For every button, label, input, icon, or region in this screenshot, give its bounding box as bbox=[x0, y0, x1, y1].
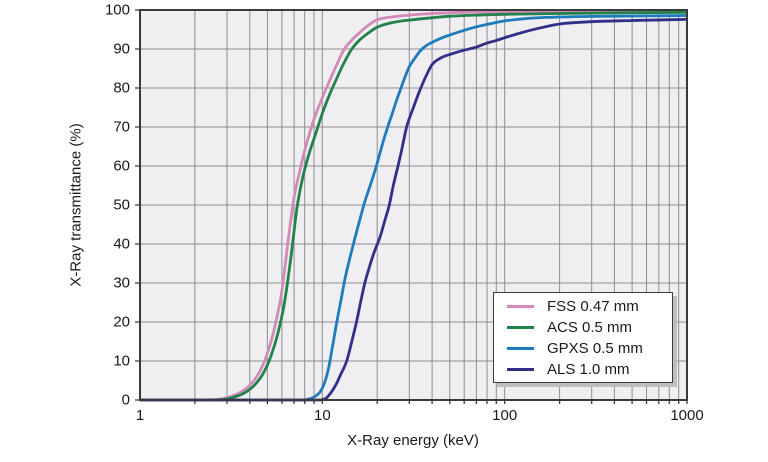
y-tick-label: 0 bbox=[121, 391, 130, 409]
curve-fss-0-47-mm bbox=[140, 9, 687, 402]
legend-label: ALS 1.0 mm bbox=[547, 360, 630, 378]
x-tick-label: 1 bbox=[135, 407, 145, 424]
y-tick-label: 40 bbox=[113, 235, 130, 253]
legend-label: FSS 0.47 mm bbox=[547, 297, 639, 315]
legend-item: ACS 0.5 mm bbox=[507, 317, 672, 338]
legend-item: FSS 0.47 mm bbox=[507, 296, 672, 317]
gridlines bbox=[140, 10, 688, 400]
curve-gpxs-0-5-mm bbox=[140, 14, 687, 402]
y-tick-label: 30 bbox=[113, 274, 130, 292]
legend-swatch-icon bbox=[507, 346, 534, 350]
legend-item: GPXS 0.5 mm bbox=[507, 338, 672, 359]
legend-swatch-icon bbox=[507, 367, 534, 371]
y-tick-label: 50 bbox=[113, 196, 130, 214]
legend-label: ACS 0.5 mm bbox=[547, 318, 633, 336]
y-axis-title: X-Ray transmittance (%) bbox=[67, 123, 85, 287]
y-tick-label: 20 bbox=[113, 313, 130, 331]
y-tick-label: 10 bbox=[113, 352, 130, 370]
x-tick-label: 100 bbox=[492, 407, 518, 424]
curve-als-1-0-mm bbox=[140, 18, 687, 402]
curve-acs-0-5-mm bbox=[140, 10, 687, 402]
x-axis-title: X-Ray energy (keV) bbox=[347, 432, 479, 449]
legend-swatch-icon bbox=[507, 325, 534, 329]
y-tick-label: 80 bbox=[113, 79, 130, 97]
axis-ticks bbox=[135, 9, 688, 404]
y-tick-label: 60 bbox=[113, 157, 130, 175]
y-tick-label: 90 bbox=[113, 40, 130, 58]
legend-label: GPXS 0.5 mm bbox=[547, 339, 643, 357]
y-tick-label: 70 bbox=[113, 118, 130, 136]
x-tick-label: 10 bbox=[313, 407, 331, 424]
legend: FSS 0.47 mm ACS 0.5 mm GPXS 0.5 mm ALS 1.0 … bbox=[493, 292, 673, 383]
x-tick-label: 1000 bbox=[670, 407, 704, 424]
legend-item: ALS 1.0 mm bbox=[507, 359, 672, 380]
legend-swatch-icon bbox=[507, 304, 534, 308]
y-tick-label: 100 bbox=[104, 1, 130, 19]
